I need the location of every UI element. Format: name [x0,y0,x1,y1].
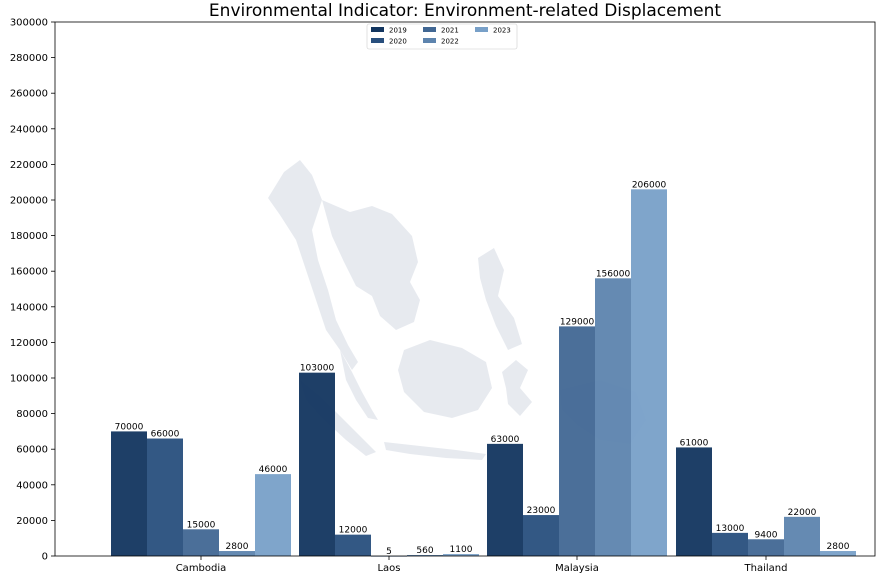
bar-laos-2020 [335,534,371,556]
bar-value-label: 560 [416,546,433,556]
x-tick-label-cambodia: Cambodia [176,563,227,574]
y-tick-label: 280000 [10,53,48,64]
bar-value-label: 156000 [596,269,631,279]
x-tick-label-malaysia: Malaysia [555,563,599,574]
bars-layer [111,189,856,557]
bar-value-label: 5 [386,547,392,557]
y-tick-label: 80000 [16,409,48,420]
y-tick-label: 200000 [10,196,48,207]
bar-value-label: 66000 [151,430,180,440]
y-tick-label: 260000 [10,89,48,100]
chart-title: Environmental Indicator: Environment-rel… [209,1,721,21]
bar-malaysia-2020 [523,515,559,556]
bar-value-label: 1100 [450,545,473,555]
bar-thailand-2022 [784,516,820,556]
bar-thailand-2023 [820,551,856,556]
bar-value-label: 206000 [632,180,667,190]
legend-swatch-2022 [423,38,436,43]
bar-cambodia-2023 [255,474,291,556]
bar-malaysia-2023 [631,189,667,556]
bar-malaysia-2019 [487,443,523,556]
map-landmass-philippines [478,248,522,350]
plot-frame [54,21,876,557]
bar-value-label: 103000 [300,364,335,374]
bar-malaysia-2021 [559,326,595,556]
legend-label-2019: 2019 [389,27,407,35]
map-landmass-peninsula [340,350,378,420]
bar-value-label: 129000 [560,317,595,327]
bar-value-label: 23000 [527,506,556,516]
y-tick-label: 60000 [16,445,48,456]
bar-value-label: 63000 [491,435,520,445]
bar-cambodia-2020 [147,438,183,556]
x-tick-label-laos: Laos [377,563,400,574]
x-tick-label-thailand: Thailand [744,563,788,574]
bar-malaysia-2022 [595,278,631,556]
bar-thailand-2019 [676,447,712,556]
y-tick-label: 220000 [10,160,48,171]
legend-label-2021: 2021 [441,27,459,35]
bar-value-label: 13000 [716,524,745,534]
bar-cambodia-2019 [111,431,147,556]
bar-value-label: 22000 [788,508,817,518]
legend-label-2020: 2020 [389,38,407,46]
bar-cambodia-2022 [219,551,255,556]
legend-swatch-2021 [423,27,436,32]
bar-laos-2019 [299,372,335,556]
bar-value-label: 9400 [755,530,778,540]
y-tick-label: 300000 [10,18,48,29]
legend: 2019 2020 2021 2022 2023 [366,23,518,50]
map-landmass-sulawesi [502,360,532,416]
map-landmass-mainland-west [268,160,358,370]
bar-value-label: 2800 [226,542,249,552]
y-tick-label: 20000 [16,516,48,527]
map-landmass-borneo [398,340,492,418]
x-axis: Cambodia Laos Malaysia Thailand [176,556,788,574]
legend-swatch-2020 [371,38,384,43]
bar-value-label: 70000 [115,422,144,432]
y-tick-label: 240000 [10,124,48,135]
legend-swatch-2019 [371,27,384,32]
bar-value-label: 12000 [339,526,368,536]
y-tick-label: 180000 [10,231,48,242]
bar-cambodia-2021 [183,529,219,556]
y-tick-label: 100000 [10,374,48,385]
bar-value-label: 61000 [680,438,709,448]
y-tick-label: 160000 [10,267,48,278]
bar-labels-layer: 70000 66000 15000 2800 46000 103000 12000 5 560 1… [115,180,850,557]
y-axis: 0 20000 40000 60000 80000 100000 120000 140000 1… [10,18,55,563]
map-landmass-java [384,442,486,460]
y-tick-label: 140000 [10,302,48,313]
legend-label-2023: 2023 [493,27,511,35]
y-tick-label: 40000 [16,480,48,491]
map-landmass-mainland-east [322,200,420,330]
bar-thailand-2020 [712,532,748,556]
y-tick-label: 120000 [10,338,48,349]
bar-thailand-2021 [748,539,784,556]
bar-value-label: 2800 [827,542,850,552]
legend-label-2022: 2022 [441,38,459,46]
bar-laos-2022 [407,555,443,556]
bar-laos-2023 [443,554,479,556]
legend-swatch-2023 [475,27,488,32]
bar-value-label: 46000 [259,465,288,475]
y-tick-label: 0 [42,552,48,563]
bar-value-label: 15000 [187,520,216,530]
